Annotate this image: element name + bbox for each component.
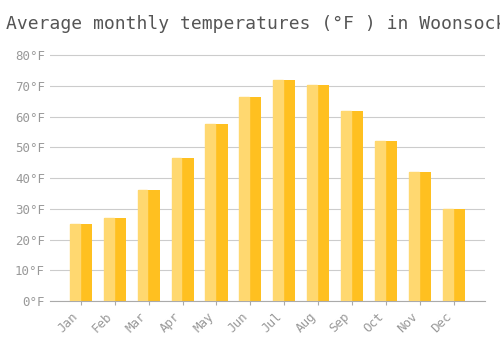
- Bar: [206, 125, 216, 301]
- Bar: [172, 158, 181, 301]
- Bar: [138, 190, 147, 301]
- Bar: [443, 209, 453, 301]
- Bar: [342, 111, 363, 301]
- Bar: [240, 97, 262, 301]
- Bar: [375, 141, 385, 301]
- Bar: [70, 224, 80, 301]
- Bar: [138, 190, 160, 301]
- Bar: [443, 209, 465, 301]
- Bar: [274, 80, 283, 301]
- Bar: [206, 125, 228, 301]
- Bar: [342, 111, 351, 301]
- Bar: [308, 85, 330, 301]
- Bar: [308, 85, 318, 301]
- Bar: [70, 224, 92, 301]
- Bar: [240, 97, 250, 301]
- Bar: [104, 218, 126, 301]
- Bar: [104, 218, 114, 301]
- Bar: [172, 158, 194, 301]
- Bar: [375, 141, 398, 301]
- Bar: [409, 172, 432, 301]
- Title: Average monthly temperatures (°F ) in Woonsocket: Average monthly temperatures (°F ) in Wo…: [6, 15, 500, 33]
- Bar: [274, 80, 295, 301]
- Bar: [409, 172, 419, 301]
